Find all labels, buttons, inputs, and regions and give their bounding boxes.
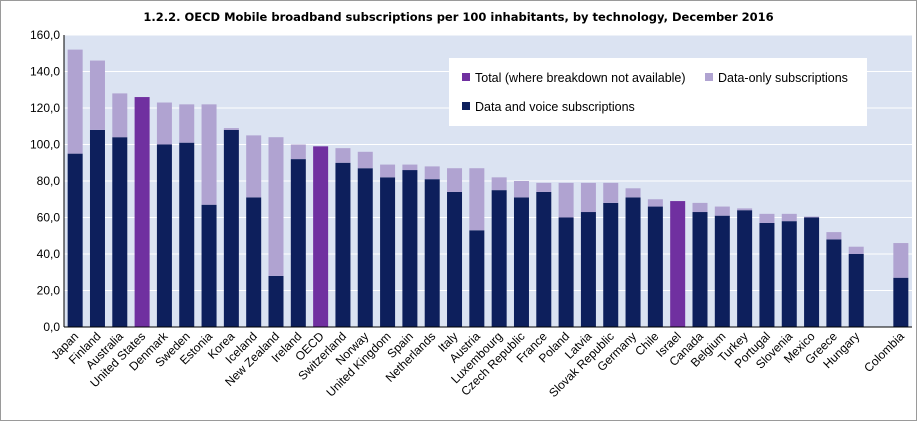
bar-data-voice [380,177,396,327]
bar-data-only [402,164,418,171]
bar-data-voice [848,254,864,327]
bar-data-only [380,164,396,178]
bar-total [670,201,686,327]
bar-data-only [558,182,574,218]
chart-title: 1.2.2. OECD Mobile broadband subscriptio… [143,10,774,24]
bar-data-voice [156,144,172,327]
bar-data-only [201,104,217,205]
bar-data-only [737,208,753,211]
bar-data-only [156,102,172,145]
y-tick-label: 140,0 [30,65,60,79]
bar-data-only [536,182,552,192]
bar-data-only [112,93,128,138]
y-tick-label: 40,0 [37,247,61,261]
bar-data-only [268,137,284,276]
bar-data-voice [179,142,195,327]
bar-data-voice [714,215,730,327]
bars [67,49,909,327]
y-tick-label: 20,0 [37,284,61,298]
bar-data-only [179,104,195,143]
bar-data-voice [201,204,217,327]
bar-data-only [335,148,351,163]
bar-data-only [625,188,641,198]
y-tick-label: 120,0 [30,101,60,115]
bar-data-voice [603,202,619,327]
y-tick-label: 100,0 [30,138,60,152]
bar-data-only [647,199,663,207]
y-tick-label: 160,0 [30,28,60,42]
bar-data-voice [447,191,463,327]
bar-data-only [89,60,105,130]
bar-data-voice [536,191,552,327]
bar-data-voice [89,129,105,327]
bar-total [134,97,150,327]
bar-data-only [447,168,463,192]
y-tick-label: 0,0 [43,320,60,334]
bar-data-voice [692,212,708,327]
bar-data-only [714,206,730,216]
bar-data-voice [469,230,485,327]
bar-data-only [759,213,775,223]
bar-data-voice [647,206,663,327]
legend-box [449,58,867,126]
bar-data-voice [804,217,820,327]
bar-data-voice [402,170,418,327]
legend-label-total: Total (where breakdown not available) [475,71,686,85]
bar-data-only [223,128,239,130]
bar-data-voice [737,210,753,327]
bar-total [313,146,329,327]
bar-data-voice [335,162,351,327]
bar-data-only [491,177,507,191]
bar-data-voice [112,137,128,327]
bar-data-voice [290,159,306,327]
legend-swatch-data-voice [462,102,470,110]
legend-label-data-only: Data-only subscriptions [718,71,848,85]
bar-data-voice [223,129,239,327]
bar-data-only [424,166,440,180]
bar-data-only [848,246,864,254]
bar-data-voice [759,222,775,327]
bar-data-only [893,243,909,278]
x-tick-label: Colombia [861,329,907,375]
bar-data-voice [357,168,373,327]
bar-data-voice [625,197,641,327]
bar-data-only [781,213,797,222]
bar-data-only [246,135,262,198]
y-tick-label: 80,0 [37,174,61,188]
bar-data-only [804,216,820,218]
bar-data-voice [268,275,284,327]
bar-data-voice [246,197,262,327]
legend-swatch-total [462,73,470,81]
bar-data-only [67,49,83,154]
bar-data-only [469,168,485,231]
legend-swatch-data-only [705,73,713,81]
bar-data-only [290,144,306,160]
bar-data-voice [781,221,797,327]
y-axis: 0,0 20,0 40,0 60,0 80,0 100,0 120,0 140,0 160,0 [30,28,65,334]
bar-data-voice [513,197,529,327]
bar-data-voice [491,190,507,327]
bar-data-only [692,202,708,213]
bar-data-only [580,182,596,213]
legend-label-data-voice: Data and voice subscriptions [475,100,635,114]
bar-data-only [826,232,842,240]
bar-data-only [603,182,619,203]
bar-data-voice [424,179,440,327]
bar-data-voice [558,217,574,327]
bar-data-voice [893,277,909,327]
bar-data-voice [826,239,842,327]
bar-data-only [357,151,373,169]
bar-data-voice [67,153,83,327]
bar-data-only [513,181,529,198]
bar-data-voice [580,212,596,327]
legend: Total (where breakdown not available) Da… [449,58,867,126]
y-tick-label: 60,0 [37,211,61,225]
